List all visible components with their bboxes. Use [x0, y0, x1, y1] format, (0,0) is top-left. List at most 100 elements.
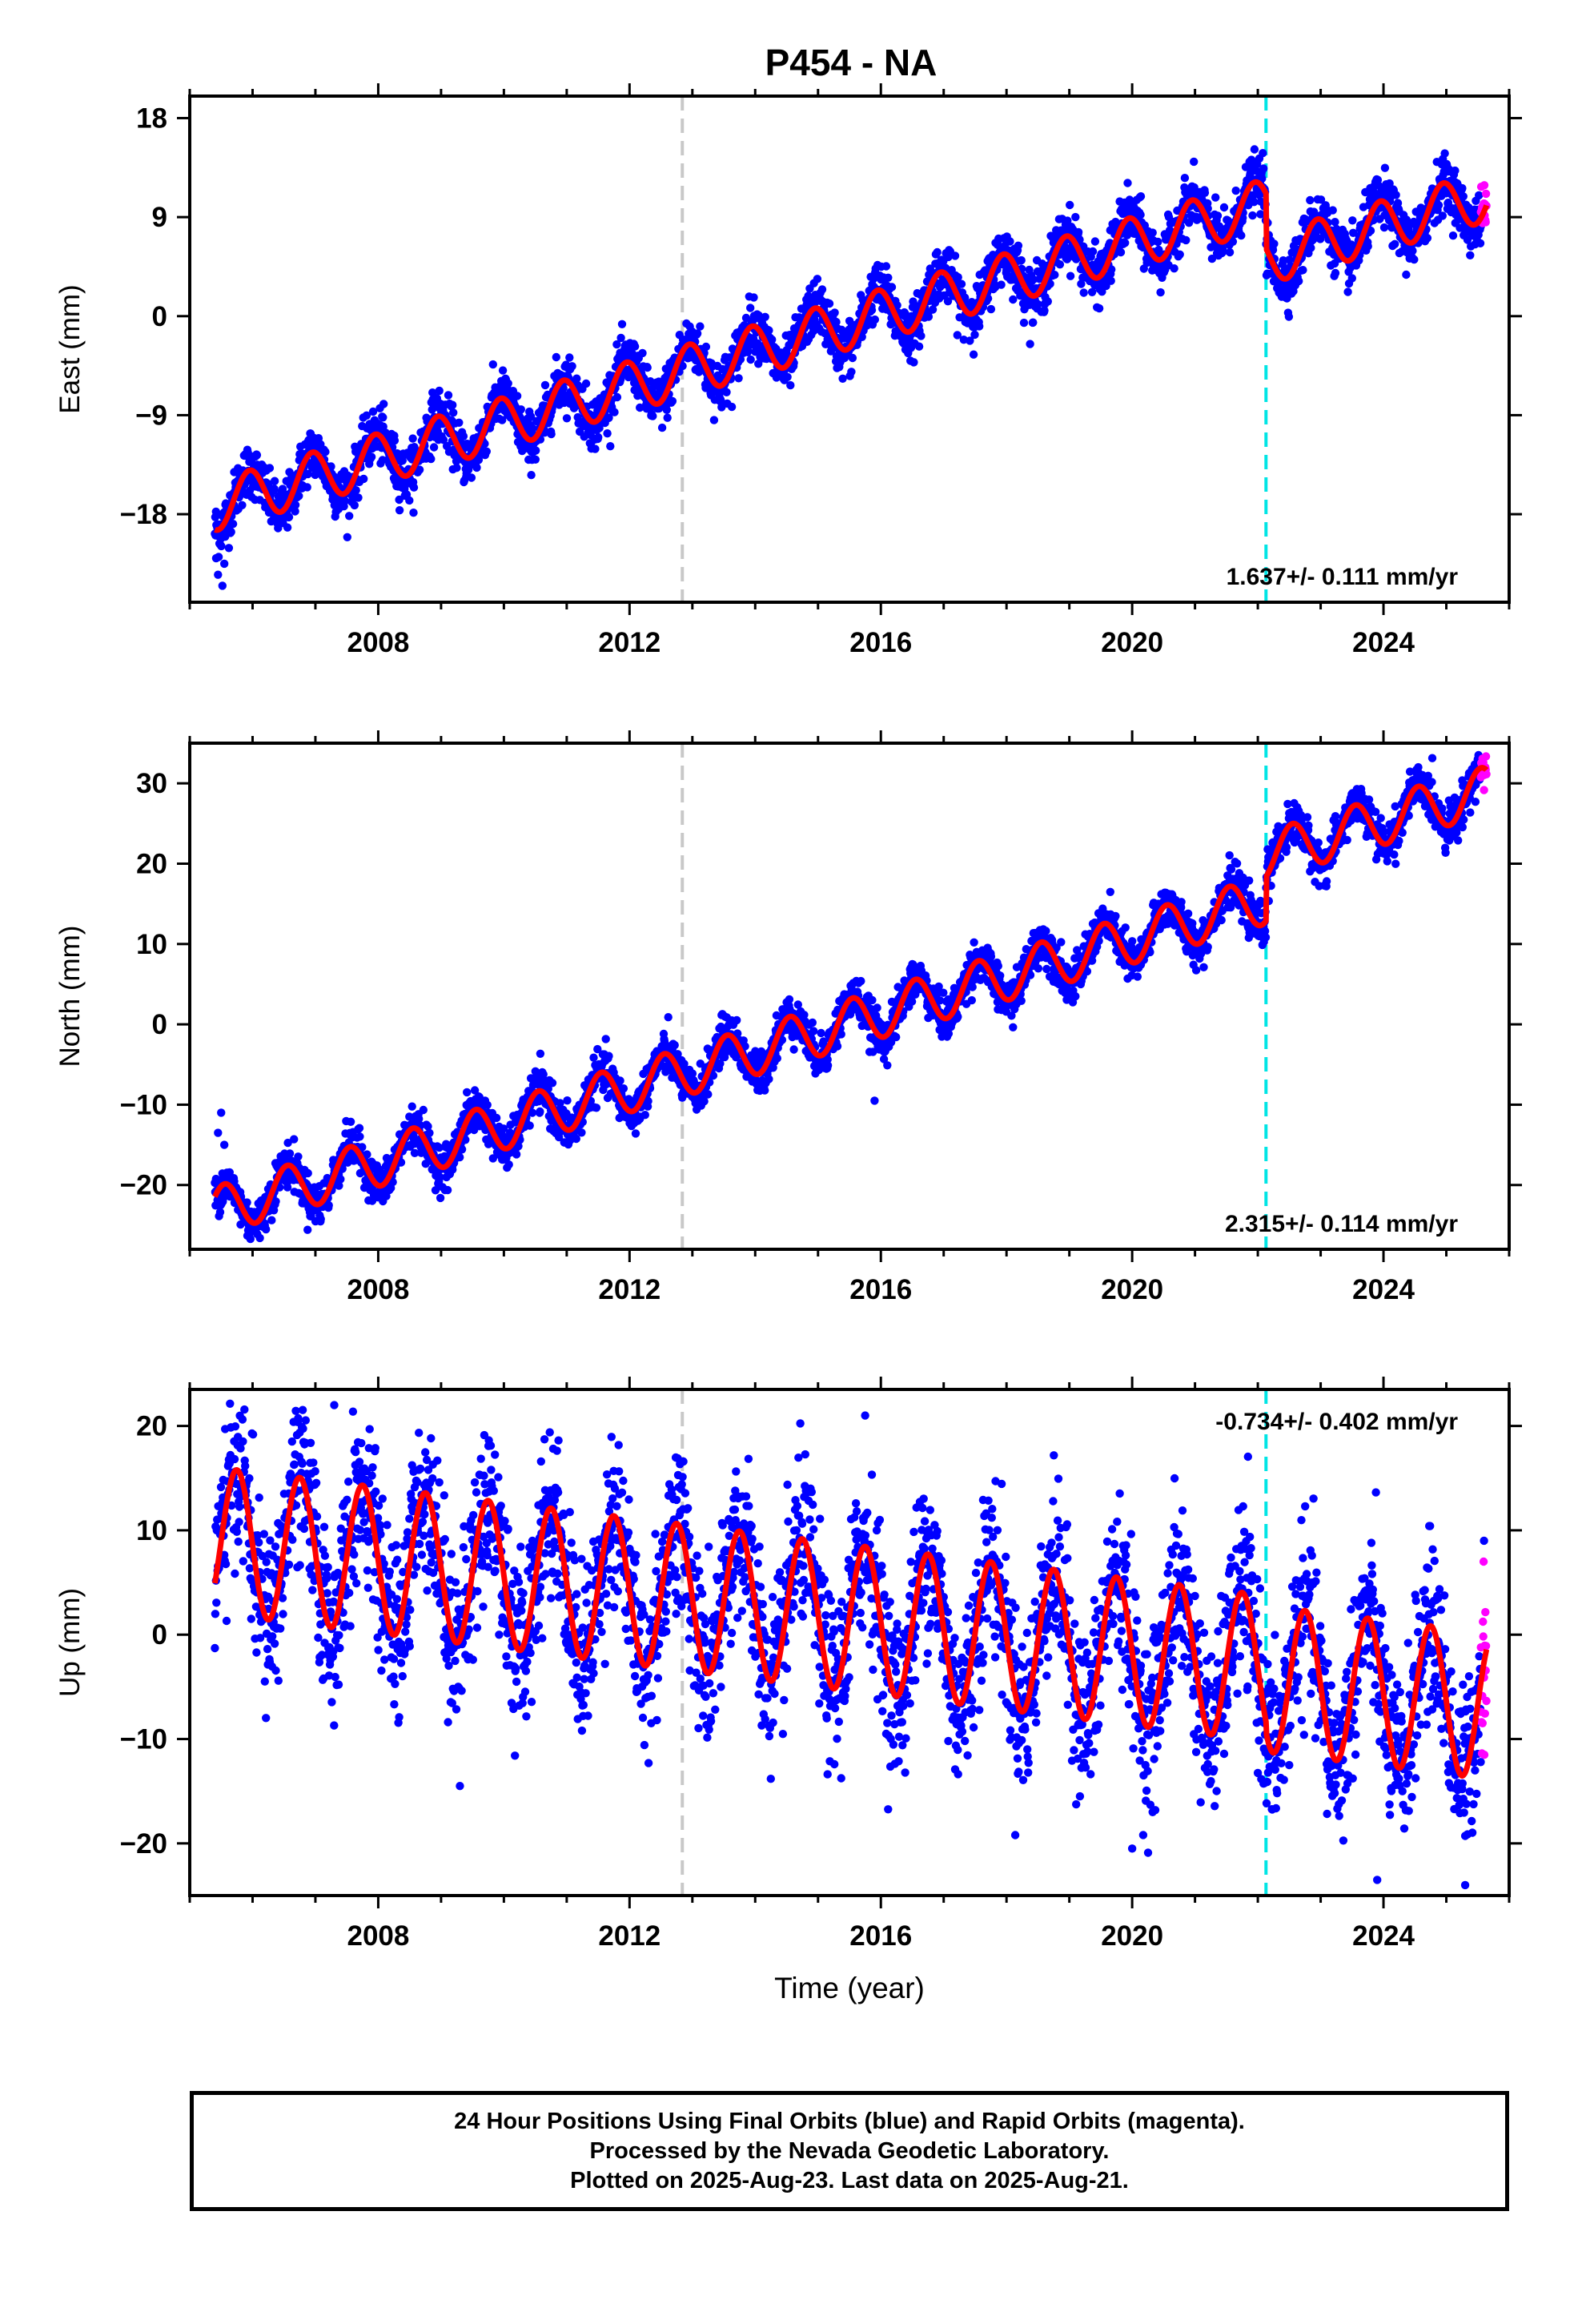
data-point	[1079, 288, 1088, 297]
data-point	[884, 273, 893, 282]
rapid-point	[1481, 189, 1491, 199]
data-point	[1306, 195, 1315, 205]
data-point	[1448, 231, 1458, 240]
data-point	[606, 442, 615, 451]
data-point	[617, 320, 627, 328]
data-point	[303, 469, 312, 479]
data-point	[881, 262, 891, 271]
data-point	[455, 418, 464, 427]
data-point	[612, 392, 622, 402]
data-point	[1050, 271, 1059, 279]
data-point	[1211, 193, 1220, 202]
data-point	[224, 544, 234, 553]
data-point	[1170, 264, 1178, 273]
data-point	[408, 434, 417, 443]
data-point	[640, 1111, 649, 1120]
data-point	[746, 304, 755, 312]
data-point	[1190, 157, 1199, 167]
data-point	[262, 1224, 271, 1234]
data-point	[765, 1075, 773, 1084]
data-point	[449, 408, 458, 417]
data-point	[1331, 218, 1339, 227]
data-point	[950, 251, 960, 260]
data-point	[722, 388, 731, 396]
data-point	[678, 361, 687, 371]
data-point	[670, 1040, 679, 1050]
data-point	[832, 317, 841, 327]
y-tick-label: 18	[136, 103, 167, 134]
data-point	[1295, 276, 1303, 286]
data-point	[581, 379, 591, 388]
data-point	[463, 1088, 472, 1097]
data-point	[270, 476, 279, 485]
data-point	[704, 1090, 713, 1099]
data-point	[512, 392, 522, 400]
data-point	[218, 581, 227, 590]
data-point	[1066, 200, 1074, 210]
data-point	[604, 413, 613, 422]
data-point	[785, 995, 794, 1004]
data-point	[243, 1198, 251, 1207]
data-point	[631, 1129, 640, 1138]
data-point	[783, 372, 792, 381]
data-point	[1175, 250, 1184, 259]
data-point	[594, 432, 603, 442]
data-point	[662, 405, 671, 414]
data-point	[409, 509, 418, 517]
data-point	[1043, 297, 1053, 306]
data-point	[265, 464, 275, 472]
data-point	[1231, 186, 1240, 195]
data-point	[246, 1234, 255, 1244]
data-point	[368, 407, 378, 416]
data-point	[395, 506, 404, 515]
data-point	[1225, 247, 1235, 257]
data-point	[761, 312, 769, 321]
data-point	[924, 312, 934, 321]
data-point	[398, 456, 407, 465]
data-point	[283, 1183, 292, 1192]
data-point	[211, 507, 220, 517]
data-point	[663, 413, 672, 422]
data-point	[603, 429, 612, 438]
data-point	[848, 353, 857, 363]
data-point	[997, 280, 1006, 289]
data-point	[887, 283, 897, 292]
data-point	[1476, 239, 1485, 247]
data-point	[1391, 191, 1400, 199]
data-point	[1248, 211, 1257, 220]
x-tick-label: 2008	[347, 627, 409, 658]
data-point	[456, 1152, 464, 1162]
data-point	[498, 416, 507, 424]
data-point	[443, 1185, 452, 1195]
data-point	[303, 1168, 312, 1178]
data-point	[1458, 183, 1467, 193]
data-point	[459, 432, 468, 440]
data-point	[351, 486, 360, 495]
data-point	[429, 443, 439, 452]
data-point	[227, 528, 235, 537]
data-point	[1014, 241, 1023, 250]
data-point	[492, 1113, 501, 1123]
data-point	[969, 350, 978, 359]
data-point	[1328, 206, 1337, 215]
data-point	[444, 391, 453, 400]
data-point	[563, 1096, 572, 1105]
data-point	[970, 330, 979, 340]
data-point	[350, 501, 359, 510]
data-point	[630, 342, 640, 351]
data-point	[346, 1117, 355, 1127]
x-tick-label: 2012	[598, 627, 661, 658]
data-point	[749, 293, 758, 302]
data-point	[1423, 234, 1432, 243]
data-point	[512, 1150, 521, 1159]
x-tick-label: 2016	[849, 627, 912, 658]
data-point	[336, 1175, 345, 1184]
rapid-point	[1480, 181, 1489, 190]
data-point	[1259, 149, 1267, 158]
data-point	[577, 1128, 586, 1137]
data-point	[228, 520, 238, 529]
data-point	[405, 496, 414, 505]
data-point	[765, 326, 773, 335]
data-point	[1029, 318, 1038, 327]
